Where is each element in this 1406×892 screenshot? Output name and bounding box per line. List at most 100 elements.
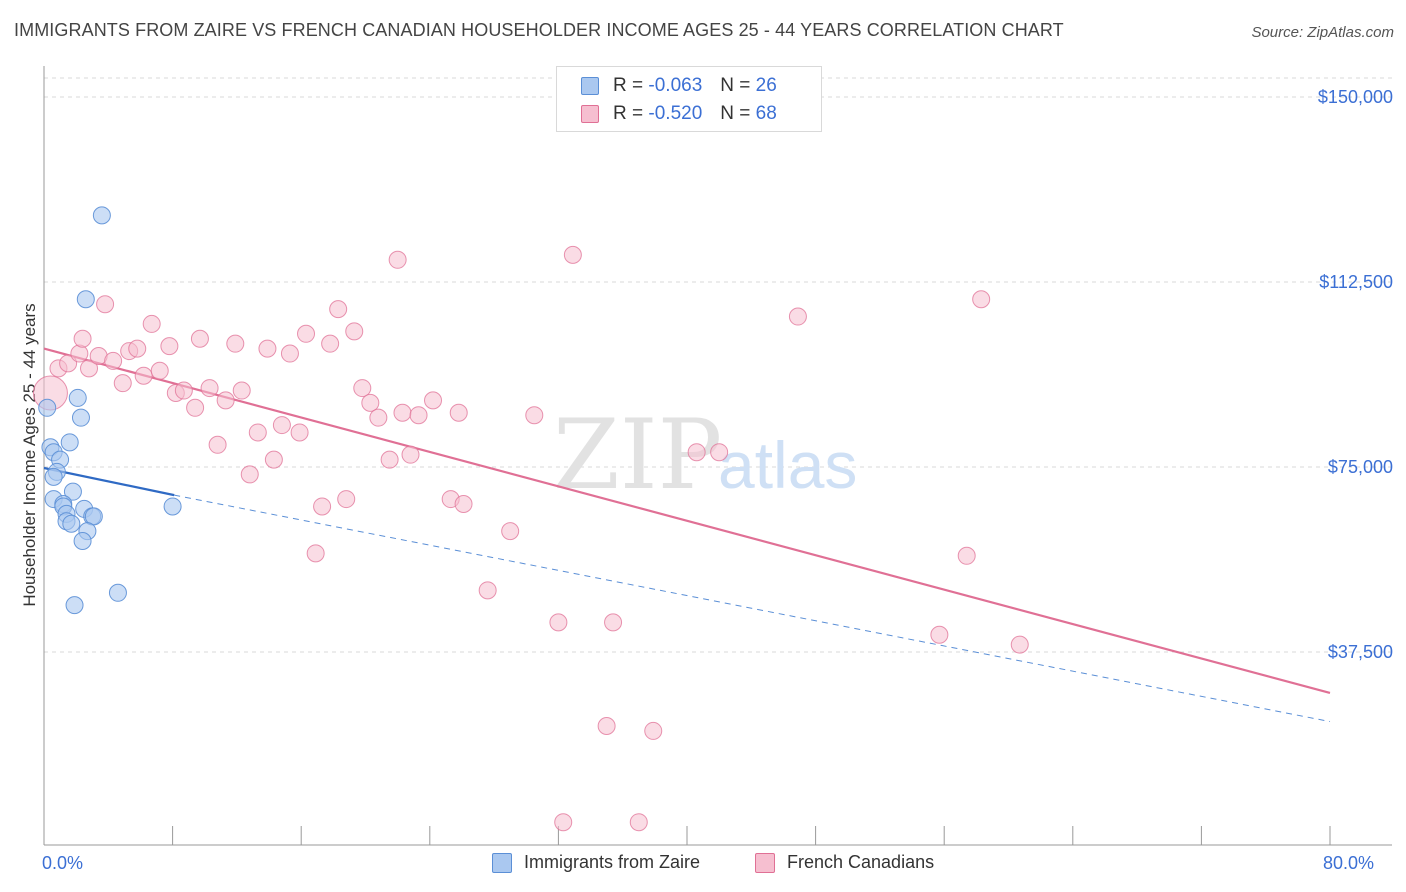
french-canadians-point — [329, 300, 348, 319]
zaire-point — [84, 507, 103, 526]
french-canadians-point — [297, 324, 316, 343]
x-tick-max: 80.0% — [1323, 853, 1375, 873]
french-canadians-point — [104, 351, 123, 370]
zaire-point — [63, 482, 82, 501]
french-canadians-point — [449, 403, 468, 422]
french-canadians-point — [80, 359, 99, 378]
french-canadians-point — [208, 435, 227, 454]
blue-swatch — [581, 77, 599, 95]
french-canadians-point — [957, 546, 976, 565]
french-canadians-point — [424, 391, 443, 410]
y-tick-label-3: $150,000 — [1318, 87, 1393, 107]
r-label: R = — [613, 75, 644, 96]
zaire-point — [44, 467, 63, 486]
french-canadians-point — [644, 721, 663, 740]
french-canadians-point — [232, 381, 251, 400]
zaire-point — [108, 583, 127, 602]
chart-title: IMMIGRANTS FROM ZAIRE VS FRENCH CANADIAN… — [14, 20, 1064, 40]
french-canadians-point — [272, 416, 291, 435]
zaire-points — [38, 206, 182, 615]
zaire-point — [68, 388, 87, 407]
french-canadians-point — [174, 381, 193, 400]
zaire-point — [65, 596, 84, 615]
legend-item-french: French Canadians — [755, 852, 934, 873]
french-canadians-point — [604, 613, 623, 632]
french-canadians-point — [280, 344, 299, 363]
zaire-point — [92, 206, 111, 225]
french-canadians-point — [190, 329, 209, 348]
n-value: 26 — [755, 75, 777, 96]
french-canadians-point — [306, 544, 325, 563]
french-canadians-point — [321, 334, 340, 353]
legend-label-zaire: Immigrants from Zaire — [524, 852, 701, 872]
n-label: N = — [720, 103, 751, 124]
french-canadians-point — [353, 379, 372, 398]
french-canadians-point — [549, 613, 568, 632]
french-canadians-point — [248, 423, 267, 442]
legend-row-zaire: R = -0.063 N = 26 — [581, 74, 777, 98]
french-canadians-point — [113, 374, 132, 393]
french-canadians-point — [337, 490, 356, 509]
r-value: -0.520 — [648, 103, 703, 124]
french-canadians-point — [710, 443, 729, 462]
french-canadians-point — [128, 339, 147, 358]
french-canadians-point — [409, 406, 428, 425]
french-canadians-point — [70, 344, 89, 363]
french-canadians-point — [200, 379, 219, 398]
french-canadians-point — [240, 465, 259, 484]
french-canadians-point — [388, 250, 407, 269]
n-label: N = — [720, 75, 751, 96]
legend-row-french: R = -0.520 N = 68 — [581, 102, 777, 126]
french-canadians-point — [290, 423, 309, 442]
legend-item-zaire: Immigrants from Zaire — [492, 852, 700, 873]
y-tick-label-2: $112,500 — [1319, 272, 1393, 292]
watermark: ZIP atlas — [553, 399, 857, 511]
y-tick-labels: $37,500 $75,000 $112,500 $150,000 — [1318, 87, 1393, 662]
french-canadians-point — [264, 450, 283, 469]
zaire-point — [71, 408, 90, 427]
french-canadians-point — [73, 329, 92, 348]
french-canadians-point — [258, 339, 277, 358]
zaire-trend-line-dashed — [174, 494, 1331, 723]
french-canadians-point — [134, 366, 153, 385]
french-canadians-point — [930, 625, 949, 644]
french-canadians-point — [313, 497, 332, 516]
french-canadians-point — [554, 813, 573, 832]
french-canadians-point — [160, 337, 179, 356]
n-value: 68 — [755, 103, 777, 124]
blue-swatch — [492, 852, 512, 873]
zaire-point — [60, 433, 79, 452]
r-label: R = — [613, 103, 644, 124]
correlation-legend: R = -0.063 N = 26 R = -0.520 N = 68 — [556, 66, 822, 132]
french-canadians-point — [226, 334, 245, 353]
french-canadians-point — [629, 813, 648, 832]
french-canadians-point — [597, 717, 616, 735]
zaire-point — [163, 497, 182, 516]
french-canadians-point — [478, 581, 497, 600]
zaire-point — [62, 514, 81, 533]
r-value: -0.063 — [648, 75, 703, 96]
french-canadians-point — [186, 398, 205, 417]
watermark-atlas: atlas — [718, 428, 857, 502]
source-label: Source: ZipAtlas.com — [1251, 24, 1394, 41]
french-canadians-point — [1010, 635, 1029, 654]
french-canadians-point — [393, 403, 412, 422]
french-canadians-point — [454, 495, 473, 513]
french-canadians-point — [525, 406, 544, 425]
y-tick-label-0: $37,500 — [1328, 642, 1393, 662]
zaire-point — [76, 290, 95, 309]
zaire-point — [38, 398, 57, 417]
legend-label-french: French Canadians — [787, 852, 935, 872]
french-canadians-points — [32, 245, 1029, 832]
french-canadians-point — [142, 314, 161, 333]
french-canadians-point — [972, 290, 991, 309]
pink-swatch — [581, 105, 599, 123]
pink-swatch — [755, 852, 775, 873]
french-canadians-point — [788, 307, 807, 326]
french-canadians-point — [361, 393, 380, 412]
french-canadians-trend-line — [43, 347, 1331, 695]
french-canadians-point — [216, 391, 235, 410]
french-canadians-point — [380, 450, 399, 469]
y-tick-label-1: $75,000 — [1328, 457, 1393, 477]
